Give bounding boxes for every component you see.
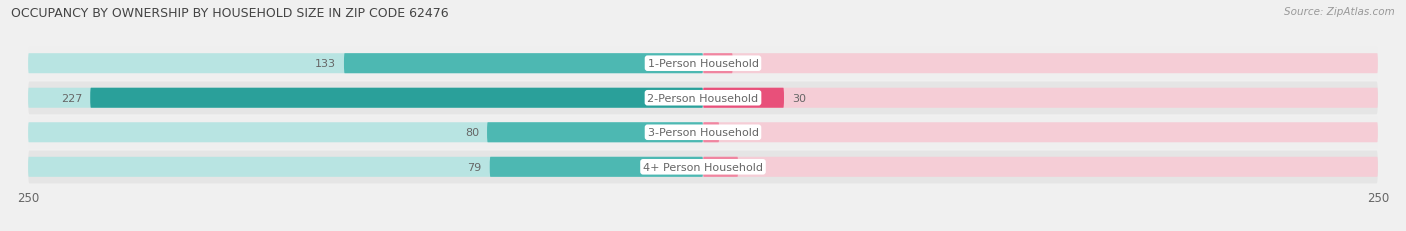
Text: 3-Person Household: 3-Person Household [648, 128, 758, 138]
Text: 13: 13 [747, 162, 761, 172]
FancyBboxPatch shape [28, 116, 1378, 149]
FancyBboxPatch shape [703, 157, 1378, 177]
FancyBboxPatch shape [703, 88, 1378, 108]
FancyBboxPatch shape [90, 88, 703, 108]
FancyBboxPatch shape [28, 48, 1378, 80]
Text: 227: 227 [60, 93, 82, 103]
Text: 2-Person Household: 2-Person Household [647, 93, 759, 103]
Text: OCCUPANCY BY OWNERSHIP BY HOUSEHOLD SIZE IN ZIP CODE 62476: OCCUPANCY BY OWNERSHIP BY HOUSEHOLD SIZE… [11, 7, 449, 20]
Text: 80: 80 [465, 128, 479, 138]
Text: 11: 11 [741, 59, 755, 69]
FancyBboxPatch shape [28, 54, 703, 74]
FancyBboxPatch shape [28, 88, 703, 108]
Text: 79: 79 [467, 162, 482, 172]
FancyBboxPatch shape [703, 123, 1378, 143]
Text: 6: 6 [727, 128, 734, 138]
FancyBboxPatch shape [28, 82, 1378, 115]
FancyBboxPatch shape [703, 88, 785, 108]
Text: Source: ZipAtlas.com: Source: ZipAtlas.com [1284, 7, 1395, 17]
Text: 133: 133 [315, 59, 336, 69]
FancyBboxPatch shape [28, 151, 1378, 184]
FancyBboxPatch shape [489, 157, 703, 177]
FancyBboxPatch shape [703, 54, 1378, 74]
FancyBboxPatch shape [28, 157, 703, 177]
FancyBboxPatch shape [486, 123, 703, 143]
FancyBboxPatch shape [28, 123, 703, 143]
FancyBboxPatch shape [703, 54, 733, 74]
Text: 1-Person Household: 1-Person Household [648, 59, 758, 69]
FancyBboxPatch shape [703, 123, 720, 143]
FancyBboxPatch shape [703, 157, 738, 177]
FancyBboxPatch shape [344, 54, 703, 74]
Text: 30: 30 [792, 93, 806, 103]
Text: 4+ Person Household: 4+ Person Household [643, 162, 763, 172]
